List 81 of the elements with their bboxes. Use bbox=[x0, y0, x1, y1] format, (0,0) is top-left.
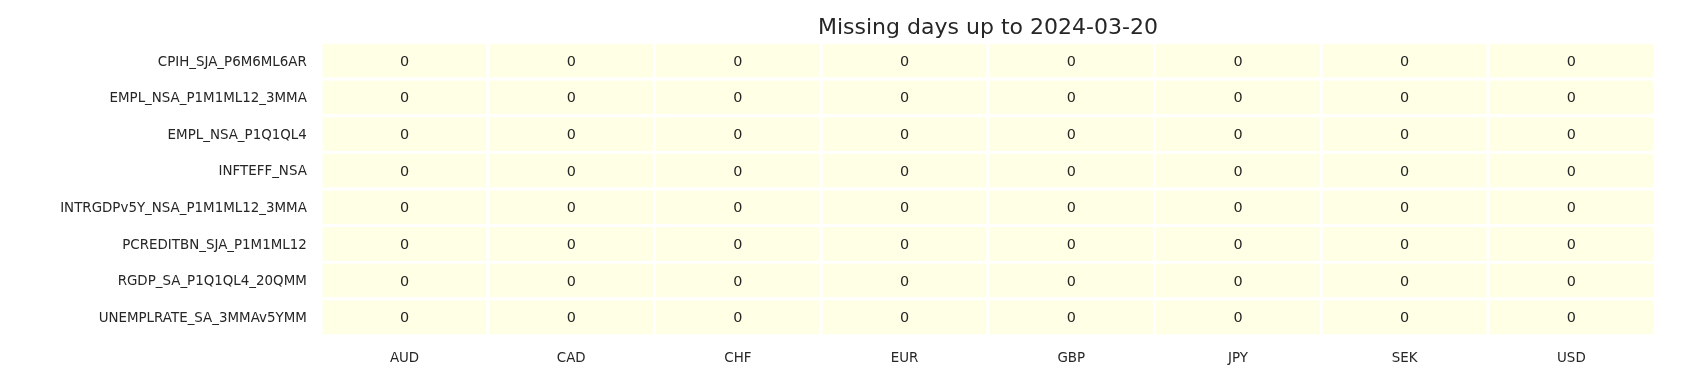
data-label: 0 bbox=[399, 126, 410, 143]
data-label: 0 bbox=[900, 199, 910, 216]
data-label: 0 bbox=[1566, 89, 1576, 106]
data-label: 0 bbox=[1400, 126, 1410, 143]
y-tick-label: RGDP_SA_P1Q1QL4_20QMM bbox=[117, 273, 307, 289]
data-label: 0 bbox=[733, 199, 743, 216]
data-label: 0 bbox=[1066, 89, 1076, 106]
data-label: 0 bbox=[1400, 52, 1410, 69]
data-label: 0 bbox=[1400, 272, 1410, 289]
data-label: 0 bbox=[733, 52, 743, 69]
data-label: 0 bbox=[1233, 236, 1243, 253]
data-label: 0 bbox=[1400, 236, 1410, 253]
y-tick-label: EMPL_NSA_P1Q1QL4 bbox=[167, 126, 307, 142]
data-label: 0 bbox=[1066, 236, 1076, 253]
data-label: 0 bbox=[1566, 236, 1576, 253]
data-label: 0 bbox=[566, 272, 576, 289]
data-label: 0 bbox=[1233, 199, 1243, 216]
data-label: 0 bbox=[1566, 309, 1576, 326]
x-tick-label: AUD bbox=[389, 349, 420, 365]
data-label: 0 bbox=[566, 126, 576, 143]
x-tick-label: GBP bbox=[1057, 349, 1086, 365]
data-label: 0 bbox=[733, 236, 743, 253]
data-label: 0 bbox=[399, 52, 410, 69]
data-label: 0 bbox=[399, 309, 410, 326]
y-tick-label: PCREDITBN_SJA_P1M1ML12 bbox=[122, 236, 307, 252]
data-label: 0 bbox=[1066, 272, 1076, 289]
data-label: 0 bbox=[1566, 52, 1576, 69]
data-label: 0 bbox=[566, 309, 576, 326]
x-tick-label: JPY bbox=[1227, 349, 1249, 365]
data-label: 0 bbox=[399, 89, 410, 106]
data-label: 0 bbox=[900, 126, 910, 143]
data-label: 0 bbox=[399, 199, 410, 216]
data-label: 0 bbox=[1066, 52, 1076, 69]
x-tick-label: USD bbox=[1557, 349, 1586, 365]
data-label: 0 bbox=[1233, 89, 1243, 106]
data-label: 0 bbox=[399, 272, 410, 289]
data-label: 0 bbox=[900, 162, 910, 179]
data-label: 0 bbox=[1233, 126, 1243, 143]
data-label: 0 bbox=[900, 89, 910, 106]
chart-title: Missing days up to 2024-03-20 bbox=[817, 13, 1158, 39]
data-label: 0 bbox=[1066, 126, 1076, 143]
data-label: 0 bbox=[900, 236, 910, 253]
data-label: 0 bbox=[1233, 162, 1243, 179]
x-tick-label: EUR bbox=[890, 349, 919, 365]
data-label: 0 bbox=[566, 52, 576, 69]
data-label: 0 bbox=[566, 162, 576, 179]
data-label: 0 bbox=[733, 89, 743, 106]
data-label: 0 bbox=[733, 162, 743, 179]
data-label: 0 bbox=[566, 236, 576, 253]
data-label: 0 bbox=[1233, 272, 1243, 289]
data-label: 0 bbox=[1233, 52, 1243, 69]
data-label: 0 bbox=[1566, 162, 1576, 179]
x-tick-label: CHF bbox=[724, 349, 752, 365]
data-label: 0 bbox=[1400, 199, 1410, 216]
data-label: 0 bbox=[1066, 309, 1076, 326]
x-tick-label: CAD bbox=[556, 349, 586, 365]
data-label: 0 bbox=[1233, 309, 1243, 326]
x-tick-label: SEK bbox=[1391, 349, 1419, 365]
data-label: 0 bbox=[1566, 272, 1576, 289]
data-label: 0 bbox=[399, 162, 410, 179]
data-label: 0 bbox=[1066, 199, 1076, 216]
y-tick-label: INFTEFF_NSA bbox=[218, 163, 308, 179]
data-label: 0 bbox=[1400, 89, 1410, 106]
data-label: 0 bbox=[1566, 199, 1576, 216]
data-label: 0 bbox=[733, 272, 743, 289]
data-label: 0 bbox=[1066, 162, 1076, 179]
data-label: 0 bbox=[566, 199, 576, 216]
data-label: 0 bbox=[900, 52, 910, 69]
data-label: 0 bbox=[900, 272, 910, 289]
data-label: 0 bbox=[900, 309, 910, 326]
data-label: 0 bbox=[399, 236, 410, 253]
data-label: 0 bbox=[1566, 126, 1576, 143]
y-tick-label: CPIH_SJA_P6M6ML6AR bbox=[157, 53, 307, 69]
data-label: 0 bbox=[733, 309, 743, 326]
y-tick-label: INTRGDPv5Y_NSA_P1M1ML12_3MMA bbox=[60, 200, 308, 216]
data-label: 0 bbox=[566, 89, 576, 106]
y-tick-label: UNEMPLRATE_SA_3MMAv5YMM bbox=[98, 310, 307, 326]
data-label: 0 bbox=[733, 126, 743, 143]
y-tick-label: EMPL_NSA_P1M1ML12_3MMA bbox=[109, 90, 308, 106]
data-label: 0 bbox=[1400, 162, 1410, 179]
data-label: 0 bbox=[1400, 309, 1410, 326]
